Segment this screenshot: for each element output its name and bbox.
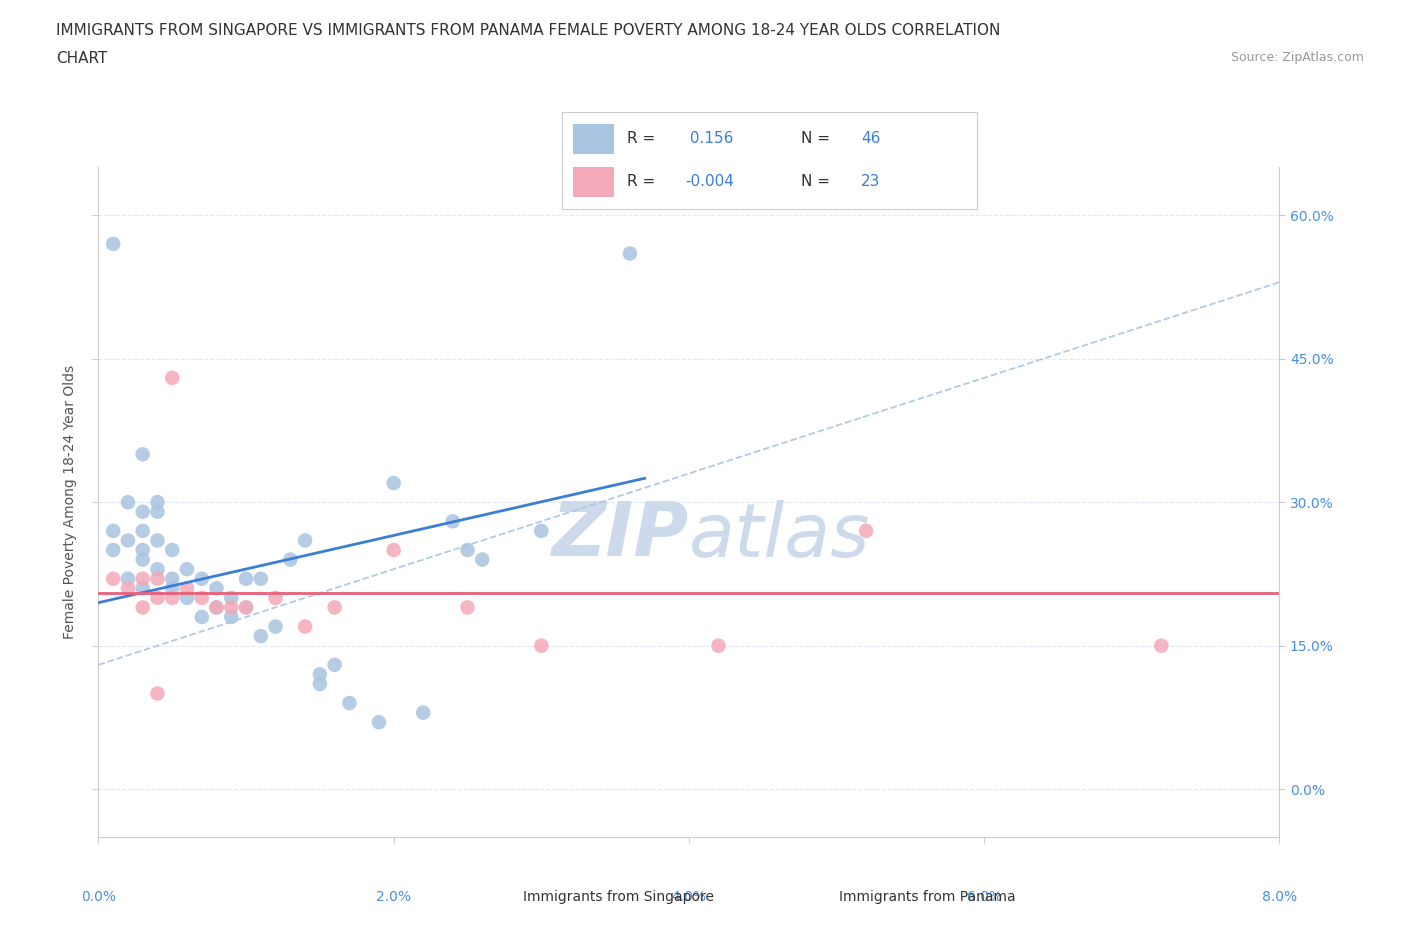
Point [205, 600, 228, 615]
Point [132, 552, 155, 567]
Point [132, 542, 155, 557]
Point [176, 591, 198, 605]
Text: Immigrants from Singapore: Immigrants from Singapore [523, 890, 714, 905]
Point [103, 542, 125, 557]
Point [412, 705, 434, 720]
Point [162, 571, 183, 586]
Point [191, 591, 214, 605]
Point [264, 591, 287, 605]
Point [235, 600, 257, 615]
Point [132, 447, 155, 462]
Point [132, 524, 155, 538]
Point [146, 686, 169, 701]
Point [855, 524, 877, 538]
Point [162, 542, 183, 557]
Text: atlas: atlas [689, 499, 870, 572]
Point [294, 619, 316, 634]
Text: Immigrants from Panama: Immigrants from Panama [839, 890, 1017, 905]
Point [707, 638, 730, 653]
Point [176, 562, 198, 577]
Point [132, 600, 155, 615]
Point [278, 552, 302, 567]
Point [146, 533, 169, 548]
Text: 0.156: 0.156 [685, 131, 733, 146]
Point [530, 524, 553, 538]
Point [205, 600, 228, 615]
Point [235, 600, 257, 615]
Point [191, 609, 214, 624]
Text: R =: R = [627, 175, 659, 190]
Text: R =: R = [627, 131, 659, 146]
Point [308, 667, 332, 682]
Point [103, 236, 125, 251]
Point [219, 591, 242, 605]
Point [219, 609, 242, 624]
Point [456, 542, 478, 557]
Point [471, 552, 494, 567]
Point [264, 619, 287, 634]
Point [382, 475, 405, 490]
Text: 8.0%: 8.0% [1263, 890, 1296, 904]
Text: 46: 46 [860, 131, 880, 146]
Point [619, 246, 641, 261]
Point [146, 591, 169, 605]
Point [530, 638, 553, 653]
Text: 4.0%: 4.0% [672, 890, 706, 904]
Text: IMMIGRANTS FROM SINGAPORE VS IMMIGRANTS FROM PANAMA FEMALE POVERTY AMONG 18-24 Y: IMMIGRANTS FROM SINGAPORE VS IMMIGRANTS … [56, 23, 1001, 38]
Point [176, 581, 198, 596]
Point [219, 600, 242, 615]
Text: N =: N = [801, 131, 835, 146]
Point [308, 676, 332, 691]
Point [103, 571, 125, 586]
Point [250, 629, 273, 644]
Point [235, 571, 257, 586]
Point [456, 600, 478, 615]
Text: CHART: CHART [56, 51, 108, 66]
Point [103, 524, 125, 538]
Point [132, 571, 155, 586]
Point [1150, 638, 1173, 653]
Point [250, 571, 273, 586]
Point [323, 658, 346, 672]
Y-axis label: Female Poverty Among 18-24 Year Olds: Female Poverty Among 18-24 Year Olds [63, 365, 77, 639]
Bar [572, 167, 614, 196]
Text: ZIP: ZIP [551, 499, 689, 572]
Point [117, 495, 139, 510]
Point [146, 562, 169, 577]
Text: 2.0%: 2.0% [377, 890, 411, 904]
Point [117, 571, 139, 586]
Text: -0.004: -0.004 [685, 175, 734, 190]
Point [132, 504, 155, 519]
Point [367, 715, 389, 730]
Point [146, 495, 169, 510]
Point [323, 600, 346, 615]
Point [117, 581, 139, 596]
Text: Source: ZipAtlas.com: Source: ZipAtlas.com [1230, 51, 1364, 64]
Point [162, 591, 183, 605]
Point [191, 571, 214, 586]
Point [337, 696, 360, 711]
Point [162, 370, 183, 385]
Point [382, 542, 405, 557]
Point [294, 533, 316, 548]
Text: 0.0%: 0.0% [82, 890, 115, 904]
Point [146, 571, 169, 586]
Bar [572, 125, 614, 153]
Point [132, 581, 155, 596]
Text: 6.0%: 6.0% [967, 890, 1001, 904]
Text: 23: 23 [860, 175, 880, 190]
Point [117, 533, 139, 548]
Point [146, 504, 169, 519]
Point [162, 581, 183, 596]
Point [441, 514, 464, 529]
Point [205, 581, 228, 596]
Text: N =: N = [801, 175, 835, 190]
